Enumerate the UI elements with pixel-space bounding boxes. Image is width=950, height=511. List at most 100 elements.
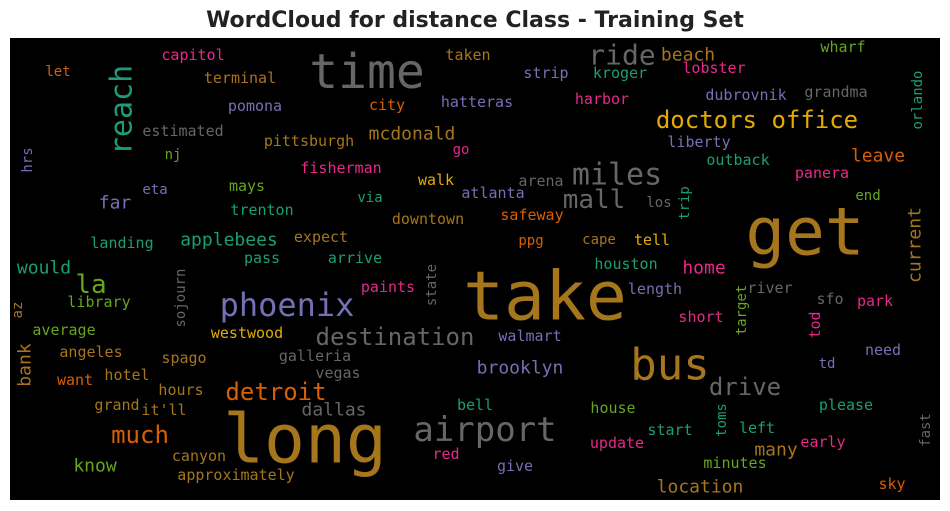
word: tod bbox=[806, 311, 824, 338]
word: toms bbox=[714, 403, 730, 437]
word: via bbox=[357, 190, 382, 206]
word: river bbox=[747, 279, 792, 297]
word: fast bbox=[918, 413, 934, 447]
word: strip bbox=[523, 64, 568, 82]
word: mall bbox=[563, 185, 626, 215]
word: park bbox=[857, 292, 893, 310]
word: give bbox=[497, 457, 533, 475]
word: phoenix bbox=[220, 286, 355, 324]
chart-title: WordCloud for distance Class - Training … bbox=[206, 8, 744, 33]
word: safeway bbox=[500, 206, 563, 224]
word: mcdonald bbox=[369, 124, 456, 145]
word: galleria bbox=[279, 347, 351, 365]
word: it'll bbox=[141, 401, 186, 419]
word: estimated bbox=[142, 122, 223, 140]
word: minutes bbox=[703, 454, 766, 472]
word: pittsburgh bbox=[264, 132, 354, 150]
word: get bbox=[745, 194, 864, 271]
word: orlando bbox=[910, 70, 926, 129]
word: destination bbox=[316, 323, 475, 351]
word: need bbox=[865, 341, 901, 359]
word: much bbox=[111, 421, 169, 449]
word: canyon bbox=[172, 447, 226, 465]
word: paints bbox=[361, 278, 415, 296]
word: terminal bbox=[204, 69, 276, 87]
word: please bbox=[819, 396, 873, 414]
word: reach bbox=[105, 65, 140, 155]
word: capitol bbox=[161, 46, 224, 64]
word: hrs bbox=[20, 147, 36, 172]
word: long bbox=[223, 401, 387, 480]
word: trip bbox=[677, 186, 693, 220]
word: house bbox=[590, 399, 635, 417]
word: short bbox=[678, 308, 723, 326]
word: westwood bbox=[211, 324, 283, 342]
word: atlanta bbox=[461, 184, 524, 202]
word: houston bbox=[594, 255, 657, 273]
word: pass bbox=[244, 249, 280, 267]
word: state bbox=[424, 264, 440, 306]
word: target bbox=[734, 285, 750, 336]
word: bank bbox=[15, 343, 36, 387]
word: outback bbox=[706, 151, 769, 169]
word: walk bbox=[418, 171, 454, 189]
word: miles bbox=[572, 158, 662, 193]
word: panera bbox=[795, 164, 849, 182]
word: brooklyn bbox=[477, 358, 564, 379]
word: hours bbox=[158, 381, 203, 399]
word: grandma bbox=[804, 83, 867, 101]
word: td bbox=[819, 356, 836, 372]
word: angeles bbox=[59, 343, 122, 361]
word: current bbox=[905, 207, 926, 283]
word: trenton bbox=[230, 201, 293, 219]
word: update bbox=[590, 434, 644, 452]
word: know bbox=[73, 456, 117, 477]
word: nj bbox=[165, 147, 182, 163]
word: location bbox=[657, 477, 744, 498]
word: az bbox=[10, 302, 26, 319]
word: red bbox=[432, 445, 459, 463]
word: average bbox=[32, 321, 95, 339]
word: doctors office bbox=[656, 106, 858, 134]
word: los bbox=[646, 195, 671, 211]
word: mays bbox=[229, 177, 265, 195]
word: expect bbox=[294, 228, 348, 246]
word: dallas bbox=[301, 400, 366, 421]
word: go bbox=[453, 142, 470, 158]
word: approximately bbox=[177, 466, 294, 484]
word: grand bbox=[94, 396, 139, 414]
word: end bbox=[855, 188, 880, 204]
word: dubrovnik bbox=[705, 86, 786, 104]
word: liberty bbox=[667, 133, 730, 151]
word: city bbox=[369, 96, 405, 114]
word: hotel bbox=[104, 366, 149, 384]
word: vegas bbox=[315, 364, 360, 382]
word: cape bbox=[582, 232, 616, 248]
word: bus bbox=[630, 340, 709, 391]
word: take bbox=[463, 258, 627, 337]
word: library bbox=[67, 293, 130, 311]
word: ppg bbox=[518, 233, 543, 249]
word: downtown bbox=[392, 210, 464, 228]
word: fisherman bbox=[300, 159, 381, 177]
word: harbor bbox=[575, 90, 629, 108]
word: pomona bbox=[228, 97, 282, 115]
word: lobster bbox=[682, 59, 745, 77]
word: far bbox=[99, 193, 132, 214]
word: home bbox=[682, 258, 725, 279]
word: la bbox=[75, 270, 106, 300]
word: wharf bbox=[820, 38, 865, 56]
word: early bbox=[800, 433, 845, 451]
word: landing bbox=[90, 234, 153, 252]
word: length bbox=[628, 280, 682, 298]
word: hatteras bbox=[441, 93, 513, 111]
word: ride bbox=[588, 39, 655, 72]
word: want bbox=[57, 371, 93, 389]
word: beach bbox=[661, 45, 715, 66]
word: walmart bbox=[498, 327, 561, 345]
word: sky bbox=[878, 475, 905, 493]
word: many bbox=[754, 440, 798, 461]
word: applebees bbox=[180, 230, 278, 251]
word: start bbox=[647, 421, 692, 439]
word: taken bbox=[445, 46, 490, 64]
